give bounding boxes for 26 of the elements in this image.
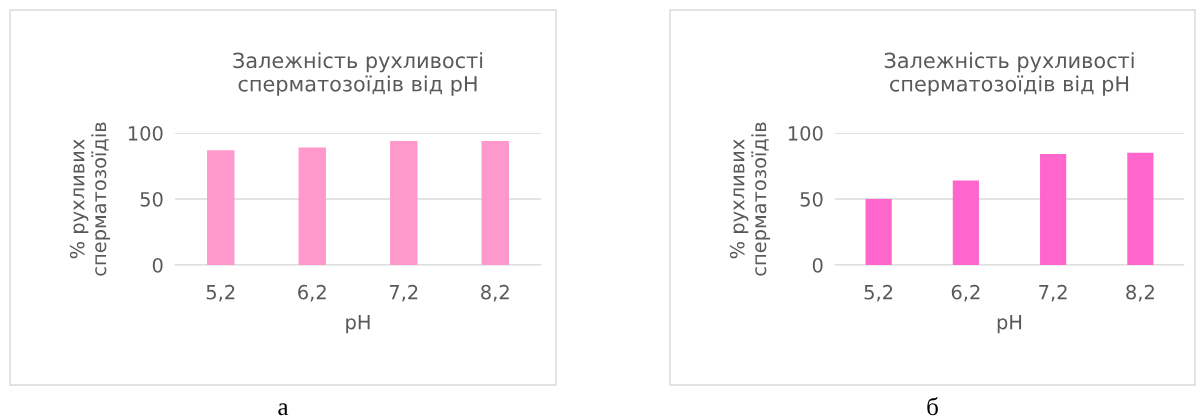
y-tick-label: 0 xyxy=(152,257,163,273)
bar xyxy=(952,180,979,265)
text: б xyxy=(927,397,938,416)
y-tick-label: 50 xyxy=(800,191,823,207)
x-tick-label: 8,2 xyxy=(1126,284,1154,302)
x-tick-label: 8,2 xyxy=(481,284,509,302)
x-tick-label: 7,2 xyxy=(1039,284,1067,302)
y-tick-label: 100 xyxy=(788,125,823,141)
chart-title: Залежність рухливості сперматозоїдів від pH xyxy=(233,52,483,96)
x-axis-title: pH xyxy=(997,314,1022,334)
x-tick-label: 6,2 xyxy=(951,284,980,302)
x-tick-label: 7,2 xyxy=(389,284,418,302)
bar xyxy=(1127,152,1154,265)
bar xyxy=(865,199,892,265)
y-axis-title: % рухливих сперматозоїдів xyxy=(729,122,771,276)
text: а xyxy=(278,403,289,416)
chart-title: Залежність рухливості сперматозоїдів від pH xyxy=(884,52,1134,96)
y-tick-label: 50 xyxy=(140,191,163,207)
x-tick-label: 5,2 xyxy=(864,284,893,302)
y-axis-title: % рухливих сперматозоїдів xyxy=(69,122,111,276)
x-tick-label: 6,2 xyxy=(298,284,326,302)
y-tick-label: 100 xyxy=(128,125,163,141)
bar xyxy=(1040,154,1067,265)
y-tick-label: 0 xyxy=(812,257,823,273)
x-tick-label: 5,2 xyxy=(206,284,235,302)
x-axis-title: pH xyxy=(346,314,370,334)
